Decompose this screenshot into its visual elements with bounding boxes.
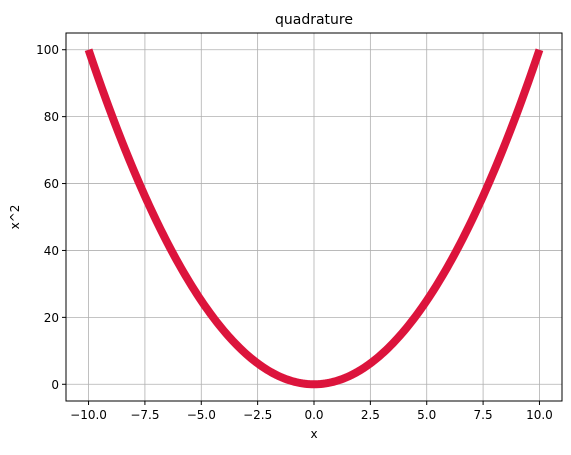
x-axis-label: x <box>310 427 317 441</box>
x-tick-label: −10.0 <box>70 408 107 422</box>
x-tick-label: −5.0 <box>187 408 216 422</box>
y-tick-label: 20 <box>44 311 59 325</box>
y-axis-ticks: 0 20 40 60 80 100 <box>36 43 66 392</box>
y-tick-label: 40 <box>44 244 59 258</box>
x-tick-label: 0.0 <box>304 408 323 422</box>
series-line <box>84 48 544 389</box>
x-axis-ticks: −10.0 −7.5 −5.0 −2.5 0.0 2.5 5.0 7.5 10.0 <box>70 401 553 422</box>
series-layer <box>84 48 544 389</box>
x-tick-label: 5.0 <box>417 408 436 422</box>
x-tick-label: −7.5 <box>130 408 159 422</box>
grid-layer <box>66 33 562 401</box>
x-tick-label: 2.5 <box>361 408 380 422</box>
y-tick-label: 80 <box>44 110 59 124</box>
x-tick-label: 10.0 <box>526 408 553 422</box>
y-tick-label: 0 <box>51 378 59 392</box>
y-axis-label: x^2 <box>8 205 22 230</box>
y-tick-label: 60 <box>44 177 59 191</box>
chart-title: quadrature <box>275 12 353 28</box>
x-tick-label: −2.5 <box>243 408 272 422</box>
y-tick-label: 100 <box>36 43 59 57</box>
x-tick-label: 7.5 <box>474 408 493 422</box>
